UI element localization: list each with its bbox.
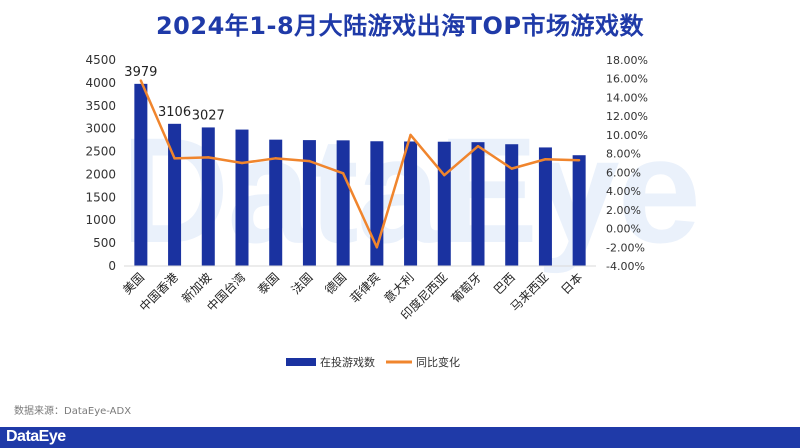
x-axis: 美国中国香港新加坡中国台湾 泰国 法国 德国菲律宾意大利印度尼西亚葡萄牙 巴西马来西亚日…: [120, 265, 596, 323]
footer-bar: DataEye: [0, 427, 800, 448]
right-tick-label: 10.00%: [606, 129, 648, 142]
legend-line-label: 同比变化: [416, 355, 460, 369]
left-tick-label: 3500: [85, 99, 116, 113]
right-tick-label: -4.00%: [606, 260, 645, 273]
right-tick-label: 18.00%: [606, 54, 648, 67]
combo-chart: 0 500 1000 1500 2000 2500 3000 3500 4000 4500 -4.…: [85, 53, 648, 369]
bar: [538, 147, 552, 266]
left-tick-label: 2000: [85, 167, 116, 181]
left-axis: 0 500 1000 1500 2000 2500 3000 3500 4000 4500: [85, 53, 116, 273]
bar: [235, 129, 249, 266]
line-point: [207, 156, 210, 159]
footer-logo: DataEye: [6, 428, 66, 445]
right-tick-label: 14.00%: [606, 91, 648, 104]
bar-series: [134, 83, 586, 266]
bar: [572, 155, 586, 266]
left-tick-label: 4500: [85, 53, 116, 67]
data-label: 3027: [192, 108, 225, 123]
bar: [404, 141, 418, 266]
right-tick-label: 0.00%: [606, 223, 641, 236]
chart-title: 2024年1-8月大陆游戏出海TOP市场游戏数: [155, 12, 645, 40]
x-tick-label: 日本: [558, 270, 585, 297]
legend: 在投游戏数 同比变化: [286, 355, 460, 369]
line-point: [308, 159, 311, 163]
x-tick-label: 葡萄牙: [449, 270, 484, 305]
left-tick-label: 3000: [85, 122, 116, 136]
right-tick-label: 6.00%: [606, 166, 641, 179]
right-axis: -4.00% -2.00% 0.00% 2.00% 4.00% 6.00% 8.00% 10.…: [606, 54, 648, 273]
x-tick-label: 菲律宾: [347, 270, 383, 306]
bar: [269, 139, 283, 266]
x-tick-label: 法国: [289, 270, 316, 297]
source-note: 数据来源：DataEye-ADX: [14, 406, 132, 417]
right-tick-label: 12.00%: [606, 110, 648, 123]
right-tick-label: 4.00%: [606, 185, 641, 198]
line-point: [544, 158, 547, 161]
line-point: [274, 157, 277, 160]
x-tick-label: 德国: [322, 270, 350, 298]
right-tick-label: -2.00%: [606, 241, 645, 254]
legend-bar-swatch: [286, 358, 316, 366]
line-point: [409, 133, 412, 137]
line-point: [375, 246, 379, 249]
x-tick-label: 美国: [120, 270, 147, 297]
left-tick-label: 1500: [85, 190, 116, 204]
line-point: [240, 161, 244, 165]
bar: [134, 83, 148, 266]
data-label: 3106: [158, 105, 191, 120]
line-point: [139, 79, 143, 82]
bar: [505, 144, 519, 266]
x-tick-label: 巴西: [491, 270, 518, 297]
line-point: [510, 167, 513, 170]
bar: [302, 140, 316, 266]
left-tick-label: 0: [108, 259, 116, 273]
line-point: [577, 158, 581, 162]
x-tick-label: 泰国: [255, 270, 282, 297]
line-point: [173, 157, 176, 160]
bar: [336, 140, 350, 266]
line-series: [139, 79, 581, 249]
bar: [201, 127, 215, 266]
right-tick-label: 2.00%: [606, 204, 641, 217]
right-tick-label: 8.00%: [606, 148, 641, 161]
left-tick-label: 4000: [85, 76, 116, 90]
bar: [471, 142, 485, 266]
line-point: [443, 173, 446, 177]
left-tick-label: 500: [93, 236, 116, 250]
left-tick-label: 2500: [85, 145, 116, 159]
data-labels: 3979 3106 3027: [124, 65, 225, 124]
line-point: [341, 172, 345, 175]
left-tick-label: 1000: [85, 213, 116, 227]
right-tick-label: 16.00%: [606, 73, 648, 86]
data-label: 3979: [124, 65, 157, 80]
bar: [437, 141, 451, 266]
yoy-line: [139, 80, 580, 249]
line-point: [476, 144, 480, 148]
legend-bar-label: 在投游戏数: [320, 355, 375, 369]
